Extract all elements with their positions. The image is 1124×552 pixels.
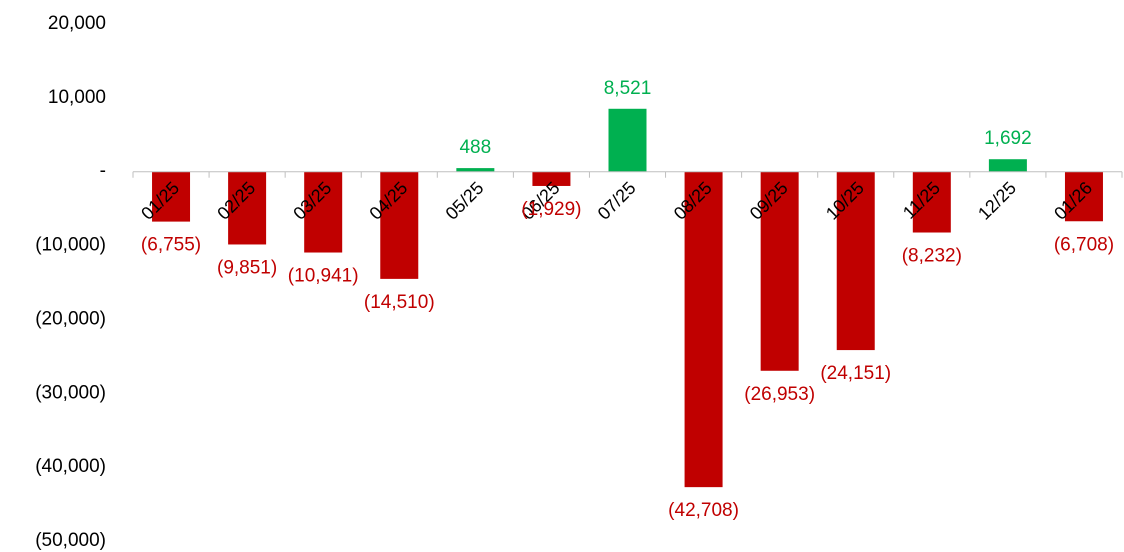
data-label: (9,851) — [217, 257, 277, 278]
bar — [1064, 171, 1103, 222]
y-tick-label: 10,000 — [48, 87, 106, 108]
x-tick-label: 12/25 — [974, 178, 1020, 224]
x-tick-label: 07/25 — [594, 178, 640, 224]
data-label: (26,953) — [744, 384, 815, 405]
bar — [380, 171, 419, 279]
y-axis: 20,000 10,000 - (10,000) (20,000) (30,000) (40… — [35, 13, 106, 551]
y-tick-label: (10,000) — [35, 235, 106, 256]
x-axis: 01/25 02/25 03/25 04/25 05/25 06/25 07/25 08/25… — [137, 178, 1096, 224]
y-tick-label: (40,000) — [35, 456, 106, 477]
bar — [456, 168, 495, 172]
bar — [608, 108, 647, 172]
y-tick-label: (50,000) — [35, 530, 106, 551]
data-label: (1,929) — [521, 199, 581, 220]
bar — [532, 171, 571, 186]
data-label: 8,521 — [604, 78, 652, 99]
data-label: (8,232) — [902, 246, 962, 267]
x-tick-label: 05/25 — [442, 178, 488, 224]
bar — [684, 171, 723, 488]
data-label: 488 — [459, 137, 491, 158]
data-label: (14,510) — [364, 292, 435, 313]
data-label: (24,151) — [820, 363, 891, 384]
bar — [760, 171, 799, 371]
bars — [152, 108, 1103, 488]
data-labels: (6,755) (9,851) (10,941)(14,510) 488 (1,929)… — [141, 78, 1114, 521]
bar — [836, 171, 875, 351]
y-tick-label: (20,000) — [35, 308, 106, 329]
data-label: (42,708) — [668, 500, 739, 521]
y-tick-label: - — [100, 161, 106, 182]
data-label: (6,755) — [141, 235, 201, 256]
data-label: 1,692 — [984, 128, 1032, 149]
bar — [304, 171, 343, 253]
bar — [152, 171, 191, 222]
bar — [912, 171, 951, 233]
bar — [228, 171, 267, 245]
y-tick-label: (30,000) — [35, 382, 106, 403]
data-label: (10,941) — [288, 266, 359, 287]
y-tick-label: 20,000 — [48, 13, 106, 34]
bar — [988, 159, 1027, 172]
data-label: (6,708) — [1054, 234, 1114, 255]
